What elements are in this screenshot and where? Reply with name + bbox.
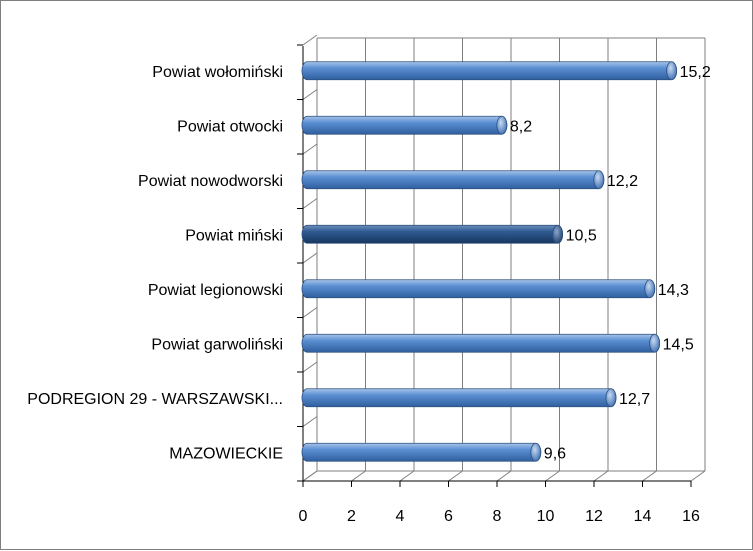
value-label-powiat-wo-ominski: 15,2 <box>680 64 711 81</box>
bar-mazowieckie <box>301 442 542 462</box>
category-label-powiat-minski: Powiat miński <box>185 227 283 244</box>
floor-gridline-2 <box>351 470 366 482</box>
value-label-mazowieckie: 9,6 <box>544 445 566 462</box>
x-tick-label-14: 14 <box>634 508 652 525</box>
category-label-podregion-29-warszawski: PODREGION 29 - WARSZAWSKI... <box>27 391 283 408</box>
value-label-powiat-nowodworski: 12,2 <box>607 173 638 190</box>
side-wall-line <box>302 143 318 155</box>
floor-gridline-8 <box>496 470 512 482</box>
bar-powiat-otwocki <box>301 115 508 135</box>
side-wall-line <box>302 470 318 482</box>
bar-cap-powiat-garwolinski <box>649 333 661 353</box>
value-label-powiat-otwocki: 8,2 <box>510 118 532 135</box>
bar-cap-podregion-29-warszawski <box>605 388 617 408</box>
bar-powiat-nowodworski <box>301 170 605 190</box>
bar-powiat-minski <box>301 224 564 244</box>
side-wall-line <box>302 89 318 100</box>
bar-cap-powiat-nowodworski <box>593 170 605 190</box>
bar-body-powiat-legionowski <box>301 279 656 299</box>
bar-powiat-wo-ominski <box>301 61 677 81</box>
bar-powiat-legionowski <box>301 279 656 299</box>
x-tick-label-8: 8 <box>493 508 502 525</box>
side-wall-line <box>302 252 318 264</box>
x-tick-label-4: 4 <box>396 508 405 525</box>
category-label-powiat-nowodworski: Powiat nowodworski <box>138 173 283 190</box>
x-tick-label-6: 6 <box>444 508 453 525</box>
bar-body-powiat-nowodworski <box>301 170 605 190</box>
category-label-powiat-otwocki: Powiat otwocki <box>177 118 283 135</box>
x-tick-label-2: 2 <box>347 508 356 525</box>
value-label-powiat-minski: 10,5 <box>566 227 597 244</box>
bar-body-powiat-wo-ominski <box>301 61 677 81</box>
floor-gridline-12 <box>593 470 609 482</box>
side-wall-line <box>302 307 318 318</box>
bar-cap-powiat-otwocki <box>496 115 508 135</box>
bar-powiat-garwolinski <box>301 333 661 353</box>
side-wall-line <box>302 198 318 209</box>
grid <box>302 34 706 482</box>
bar-cap-powiat-legionowski <box>644 279 656 299</box>
bars <box>301 61 677 462</box>
axes <box>297 44 692 487</box>
bar-body-mazowieckie <box>301 442 542 462</box>
side-wall-line <box>302 361 318 373</box>
side-wall-line <box>302 416 318 427</box>
bar-body-powiat-otwocki <box>301 115 508 135</box>
bar-cap-powiat-minski <box>552 224 564 244</box>
category-label-powiat-wo-ominski: Powiat wołomiński <box>152 64 283 81</box>
x-tick-label-0: 0 <box>299 508 308 525</box>
bar-podregion-29-warszawski <box>301 388 617 408</box>
value-label-powiat-legionowski: 14,3 <box>658 282 689 299</box>
category-label-mazowieckie: MAZOWIECKIE <box>169 445 283 462</box>
bar-body-podregion-29-warszawski <box>301 388 617 408</box>
labels: 0 2 4 6 8 10 12 14 16 9,6 MAZOWIECKIE 12,7 PODREGION… <box>27 64 711 525</box>
floor-gridline-16 <box>690 470 706 482</box>
bar-body-powiat-minski <box>301 224 564 244</box>
category-label-powiat-legionowski: Powiat legionowski <box>148 282 283 299</box>
value-label-powiat-garwolinski: 14,5 <box>663 336 694 353</box>
x-tick-label-12: 12 <box>585 508 603 525</box>
x-tick-label-10: 10 <box>537 508 555 525</box>
floor-gridline-14 <box>642 470 657 482</box>
bar-cap-powiat-wo-ominski <box>666 61 677 81</box>
side-wall-line <box>302 34 318 46</box>
value-label-podregion-29-warszawski: 12,7 <box>619 391 650 408</box>
bar-body-powiat-garwolinski <box>301 333 661 353</box>
floor-gridline-10 <box>545 470 560 482</box>
x-tick-label-16: 16 <box>682 508 700 525</box>
category-label-powiat-garwolinski: Powiat garwoliński <box>151 336 283 353</box>
floor-gridline-4 <box>399 470 415 482</box>
bar-cap-mazowieckie <box>530 442 542 462</box>
floor-gridline-6 <box>448 470 463 482</box>
